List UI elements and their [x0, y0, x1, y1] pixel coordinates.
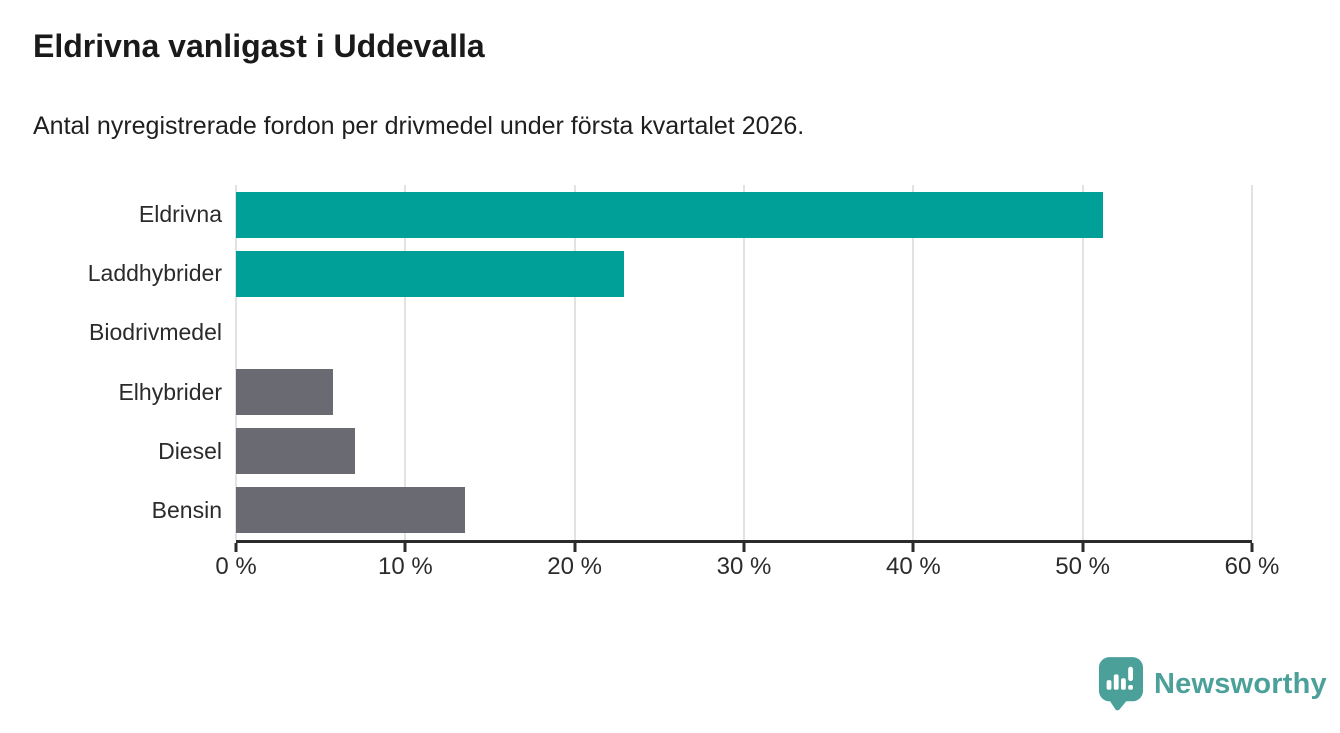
bar-chart-speech-bubble-icon: [1098, 657, 1144, 711]
x-tick-30: [742, 543, 746, 552]
category-label-bensin: Bensin: [151, 496, 222, 523]
gridline-60: [1251, 185, 1253, 540]
category-label-diesel: Diesel: [158, 437, 222, 464]
chart-subtitle: Antal nyregistrerade fordon per drivmede…: [33, 112, 805, 140]
x-tick-label-30: 30 %: [716, 553, 772, 580]
x-axis-tick-labels: 0 % 10 % 20 % 30 % 40 % 50 % 60 %: [215, 553, 1279, 585]
gridline-10: [404, 185, 407, 540]
category-label-laddhybrider: Laddhybrider: [87, 260, 222, 287]
x-tick-10: [403, 543, 407, 552]
x-tick-60: [1250, 543, 1254, 552]
x-tick-40: [911, 543, 915, 552]
category-label-eldrivna: Eldrivna: [138, 201, 222, 228]
bar-diesel: [236, 428, 355, 475]
newsworthy-logo: Newsworthy: [1098, 656, 1327, 712]
category-label-biodrivmedel: Biodrivmedel: [89, 319, 222, 346]
gridline-30: [743, 185, 745, 540]
x-tick-50: [1081, 543, 1085, 552]
gridline-50: [1081, 185, 1084, 540]
gridline-20: [573, 185, 576, 540]
x-tick-label-40: 40 %: [885, 553, 941, 580]
x-tick-label-60: 60 %: [1224, 553, 1280, 580]
bar-bensin: [236, 487, 465, 534]
x-tick-20: [573, 543, 577, 552]
x-tick-label-50: 50 %: [1055, 553, 1111, 580]
x-tick-label-10: 10 %: [377, 553, 433, 580]
newsworthy-logo-text: Newsworthy: [1154, 667, 1327, 700]
plot-area: [235, 185, 1253, 543]
category-label-elhybrider: Elhybrider: [118, 378, 222, 405]
gridline-40: [912, 185, 915, 540]
bar-laddhybrider: [236, 250, 624, 297]
bar-eldrivna: [236, 191, 1103, 238]
x-tick-label-0: 0 %: [215, 553, 257, 580]
chart-title: Eldrivna vanligast i Uddevalla: [33, 28, 485, 64]
x-tick-0: [234, 543, 238, 552]
bar-elhybrider: [236, 369, 333, 416]
gridline-0: [235, 185, 237, 540]
x-axis-ticks: [234, 540, 1254, 552]
y-axis-category-labels: Eldrivna Laddhybrider Biodrivmedel Elhybrid…: [0, 185, 222, 540]
x-tick-label-20: 20 %: [547, 553, 603, 580]
